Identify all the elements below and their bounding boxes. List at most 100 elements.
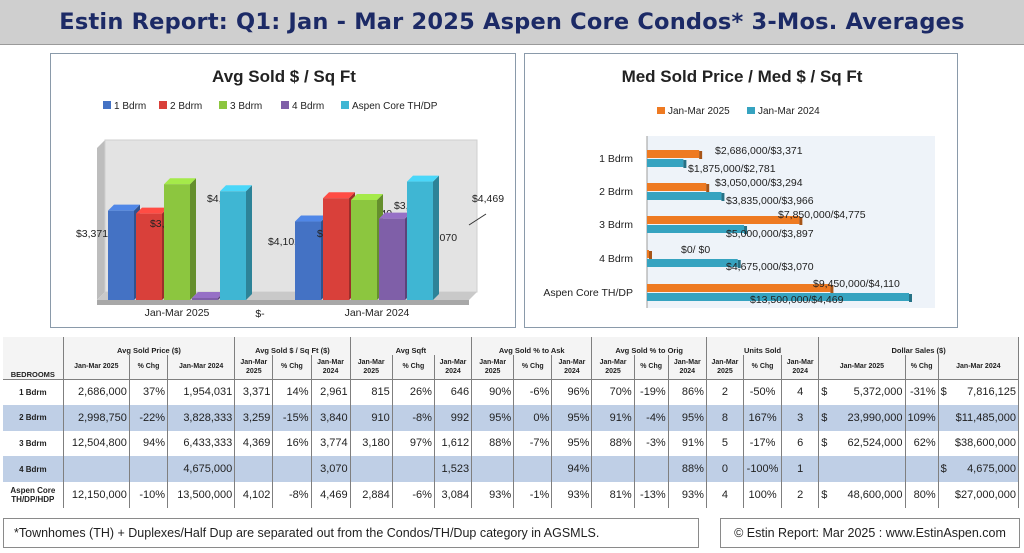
cell-price-1: 37% (129, 379, 169, 405)
data-label: $3,371 (76, 228, 108, 240)
col-label-line: 2024 (564, 367, 580, 375)
col-label-line: Jan-Mar (558, 358, 586, 366)
cell-ask-0: 95% (471, 404, 515, 431)
dollar-value: $11,485,000 (955, 411, 1016, 424)
cell-sqft-0: 2,884 (350, 482, 393, 508)
cell-units-1: -100% (743, 456, 783, 483)
cell-sqft-1 (392, 456, 435, 483)
cell-units-0: 8 (706, 404, 745, 431)
cell-units-2: 4 (781, 379, 820, 405)
col-label-line: 2025 (246, 367, 262, 375)
col-price-2025: Jan-Mar 2025 (63, 355, 130, 380)
cell-price-1: -10% (129, 482, 169, 508)
bar-jan-mar-2025 (647, 216, 800, 224)
cell-sqft-0: 815 (350, 379, 393, 405)
cell-units-1: 100% (743, 482, 783, 508)
cell-psf-0: 3,259 (234, 404, 274, 431)
col-label-line: 2025 (717, 367, 733, 375)
legend-label: 2 Bdrm (170, 101, 202, 112)
col-price-2024: Jan-Mar 2024 (167, 355, 236, 380)
cell-sales-0: $5,372,000 (818, 379, 906, 405)
cell-price-0: 12,150,000 (63, 482, 130, 508)
cell-price-2: 3,828,333 (167, 404, 236, 431)
bar-top (295, 215, 327, 222)
y-category-label: 3 Bdrm (599, 219, 633, 231)
x-category-label: Jan-Mar 2025 (145, 307, 210, 319)
x-category-label: Jan-Mar 2024 (345, 307, 410, 319)
footnote-text: *Townhomes (TH) + Duplexes/Half Dup are … (14, 526, 600, 540)
cell-psf-2: 3,070 (311, 456, 351, 483)
table-body: 1 Bdrm 2,686,000 37% 1,954,031 3,371 14% 2,961… (3, 379, 1020, 508)
avg-sold-psf-chart[interactable]: Avg Sold $ / Sq Ft 1 Bdrm 2 Bdrm 3 Bdrm 4 Bd… (50, 53, 516, 328)
cell-psf-1: 14% (272, 379, 312, 405)
col-ask-2025: Jan-Mar 2025 (471, 355, 515, 380)
cell-price-0: 2,998,750 (63, 404, 130, 431)
col-sqft-2025: Jan-Mar 2025 (350, 355, 393, 380)
col-sales-2025: Jan-Mar 2025 (818, 355, 906, 380)
cell-units-1: -50% (743, 379, 783, 405)
cell-orig-1: -19% (634, 379, 669, 405)
cell-price-2: 1,954,031 (167, 379, 236, 405)
cell-sales-2: $7,816,125 (938, 379, 1020, 405)
cell-units-1: 167% (743, 404, 783, 431)
cell-ask-1: -1% (513, 482, 553, 508)
data-label: $4,102 (268, 236, 300, 248)
cell-psf-0 (234, 456, 274, 483)
y-category-label: Aspen Core TH/DP (543, 287, 633, 299)
cell-orig-1: -13% (634, 482, 669, 508)
cell-orig-2: 95% (668, 404, 707, 431)
cell-psf-1 (272, 456, 312, 483)
cell-sqft-1: 26% (392, 379, 435, 405)
bedroom-name: 4 Bdrm (19, 464, 47, 474)
table-row: 3 Bdrm 12,504,800 94% 6,433,333 4,369 16% 3,77… (3, 430, 1020, 457)
bar-top (323, 192, 355, 199)
cell-psf-1: -8% (272, 482, 312, 508)
cell-sqft-0 (350, 456, 393, 483)
legend-label: 4 Bdrm (292, 101, 324, 112)
cell-ask-2: 94% (551, 456, 593, 483)
cell-psf-2: 4,469 (311, 482, 351, 508)
chart-side-wall (97, 140, 105, 300)
col-psf-2024: Jan-Mar 2024 (311, 355, 351, 380)
cell-sqft-0: 910 (350, 404, 393, 431)
bar-top (192, 292, 224, 298)
chart-title: Avg Sold $ / Sq Ft (212, 67, 356, 86)
bar-jan-mar-2025 (647, 250, 649, 258)
group-avg-sold-psf: Avg Sold $ / Sq Ft ($) (234, 337, 351, 355)
y-category-label: 4 Bdrm (599, 253, 633, 265)
cell-units-2: 3 (781, 404, 820, 431)
cell-ask-1 (513, 456, 553, 483)
legend-label: Jan-Mar 2024 (758, 106, 820, 117)
cell-sqft-2: 3,084 (434, 482, 473, 508)
bar-3-bdrm (351, 199, 377, 300)
cell-orig-0: 70% (591, 379, 635, 405)
med-sold-price-chart[interactable]: Med Sold Price / Med $ / Sq Ft Jan-Mar 20… (524, 53, 958, 328)
bar-top (351, 193, 383, 200)
cell-psf-1: 16% (272, 430, 312, 457)
cell-price-2: 13,500,000 (167, 482, 236, 508)
bar-side (433, 175, 439, 300)
dollar-value: 62,524,000 (847, 437, 903, 450)
legend-label: 1 Bdrm (114, 101, 146, 112)
cell-units-2: 1 (781, 456, 820, 483)
bedrooms-header: BEDROOMS (3, 337, 64, 380)
cell-sales-1: 62% (905, 430, 939, 457)
data-label: $9,450,000/$4,110 (813, 278, 900, 290)
cell-price-1: 94% (129, 430, 169, 457)
bar-top (136, 207, 168, 214)
cell-orig-2: 88% (668, 456, 707, 483)
footnote-box: *Townhomes (TH) + Duplexes/Half Dup are … (3, 518, 699, 548)
cell-units-2: 2 (781, 482, 820, 508)
legend-label: 3 Bdrm (230, 101, 262, 112)
bar-jan-mar-2024 (647, 159, 684, 167)
y-category-label: 1 Bdrm (599, 153, 633, 165)
cell-orig-1: -4% (634, 404, 669, 431)
cell-psf-2: 2,961 (311, 379, 351, 405)
data-label: $5,000,000/$3,897 (726, 228, 814, 240)
y-category-label: 2 Bdrm (599, 186, 633, 198)
col-label-line: Jan-Mar (317, 358, 344, 366)
cell-ask-0: 90% (471, 379, 515, 405)
cell-ask-0: 88% (471, 430, 515, 457)
data-label: $0/ $0 (681, 244, 710, 256)
legend-swatch (657, 107, 665, 114)
